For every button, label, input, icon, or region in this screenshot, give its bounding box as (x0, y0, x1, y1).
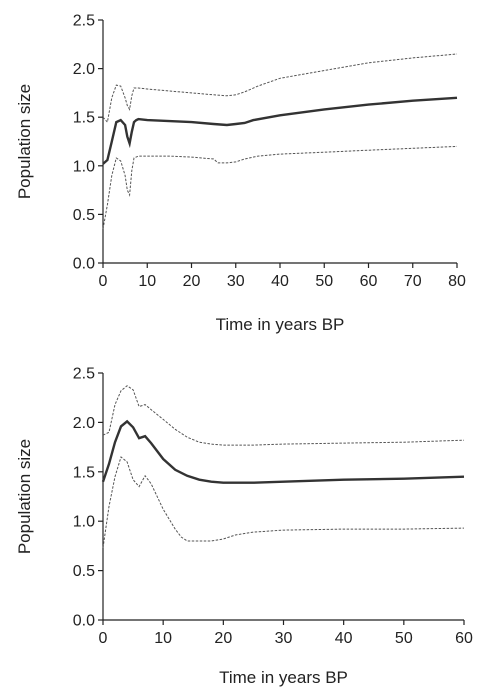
x-tick-label: 30 (275, 630, 293, 647)
chart-panel-top: 0.0 0.5 1.0 1.5 2.0 2.5 0 10 20 30 40 50 60 70 80 Time … (15, 13, 466, 335)
x-axis-title: Time in years BP (216, 315, 345, 334)
series-line-lower-bound (102, 456, 465, 548)
x-tick-label: 0 (99, 273, 108, 290)
x-axis-title: Time in years BP (219, 668, 348, 687)
x-tick-label: 20 (183, 273, 201, 290)
y-tick-label: 1.0 (73, 514, 95, 531)
x-tick-label: 60 (455, 630, 473, 647)
y-axis-title: Population size (15, 84, 34, 199)
x-tick-label: 30 (227, 273, 245, 290)
y-tick-label: 0.0 (73, 613, 95, 630)
x-tick-label: 50 (315, 273, 333, 290)
series-line-upper-bound (102, 385, 465, 446)
series-line-median (101, 419, 465, 484)
y-tick-label: 2.0 (73, 61, 95, 78)
x-tick-label: 50 (395, 630, 413, 647)
y-tick-label: 2.0 (73, 415, 95, 432)
series-line-median (102, 96, 458, 165)
y-tick-label: 1.0 (73, 158, 95, 175)
x-tick-label: 10 (138, 273, 156, 290)
series-line-upper-bound (102, 53, 458, 124)
x-tick-label: 80 (448, 273, 466, 290)
y-tick-label: 0.0 (73, 256, 95, 273)
y-tick-label: 0.5 (73, 563, 95, 580)
x-tick-label: 40 (335, 630, 353, 647)
x-tick-label: 20 (214, 630, 232, 647)
x-tick-label: 70 (404, 273, 422, 290)
y-tick-label: 1.5 (73, 110, 95, 127)
series-line-lower-bound (102, 145, 458, 230)
chart-panel-bottom: 0.0 0.5 1.0 1.5 2.0 2.5 0 10 20 30 40 50 60 Time in y… (15, 366, 473, 688)
y-tick-label: 1.5 (73, 464, 95, 481)
y-tick-label: 0.5 (73, 207, 95, 224)
x-tick-label: 40 (271, 273, 289, 290)
x-tick-label: 60 (360, 273, 378, 290)
y-axis-title: Population size (15, 439, 34, 554)
y-tick-label: 2.5 (73, 13, 95, 30)
x-tick-label: 0 (99, 630, 108, 647)
x-tick-label: 10 (154, 630, 172, 647)
y-tick-label: 2.5 (73, 366, 95, 383)
